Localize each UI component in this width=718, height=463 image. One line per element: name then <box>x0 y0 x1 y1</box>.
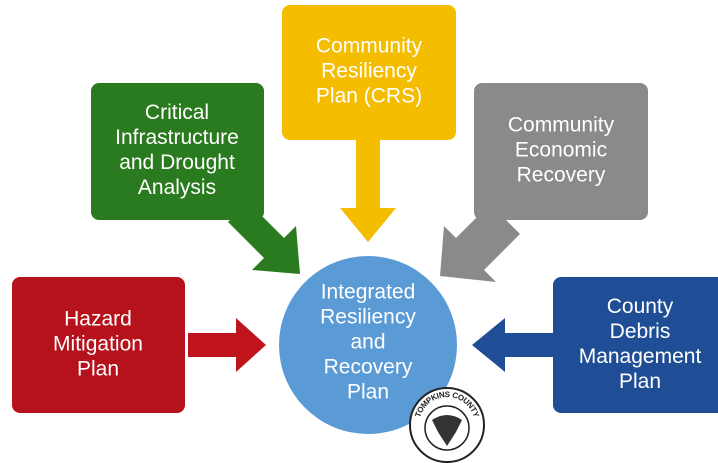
node-label: Debris <box>610 320 671 343</box>
node-label: Management <box>579 345 702 368</box>
node-label: Infrastructure <box>115 126 239 149</box>
node-label: Resiliency <box>321 60 417 83</box>
arrow <box>440 204 520 282</box>
arrow <box>188 318 266 372</box>
node-label: Recovery <box>517 164 606 187</box>
center-label: Integrated <box>321 281 416 304</box>
arrow <box>340 138 396 242</box>
node-label: County <box>607 295 674 318</box>
node-label: Community <box>508 114 615 137</box>
node-label: Plan <box>77 358 119 381</box>
node-label: and Drought <box>119 151 235 174</box>
arrow <box>472 318 555 372</box>
node-label: Community <box>316 35 423 58</box>
box <box>553 277 718 413</box>
node-label: Plan (CRS) <box>316 85 422 108</box>
center-label: Recovery <box>324 356 413 379</box>
box <box>474 83 648 220</box>
node-label: Plan <box>619 370 661 393</box>
node-label: Mitigation <box>53 333 143 356</box>
box <box>12 277 185 413</box>
box <box>91 83 264 220</box>
box <box>282 5 456 140</box>
node-label: Critical <box>145 101 209 124</box>
center-circle <box>279 256 457 434</box>
center-label: and <box>350 331 385 354</box>
center-label: Resiliency <box>320 306 416 329</box>
seal-eagle <box>432 415 462 446</box>
node-label: Economic <box>515 139 607 162</box>
center-label: Plan <box>347 381 389 404</box>
node-label: Analysis <box>138 176 216 199</box>
node-label: Hazard <box>64 308 132 331</box>
